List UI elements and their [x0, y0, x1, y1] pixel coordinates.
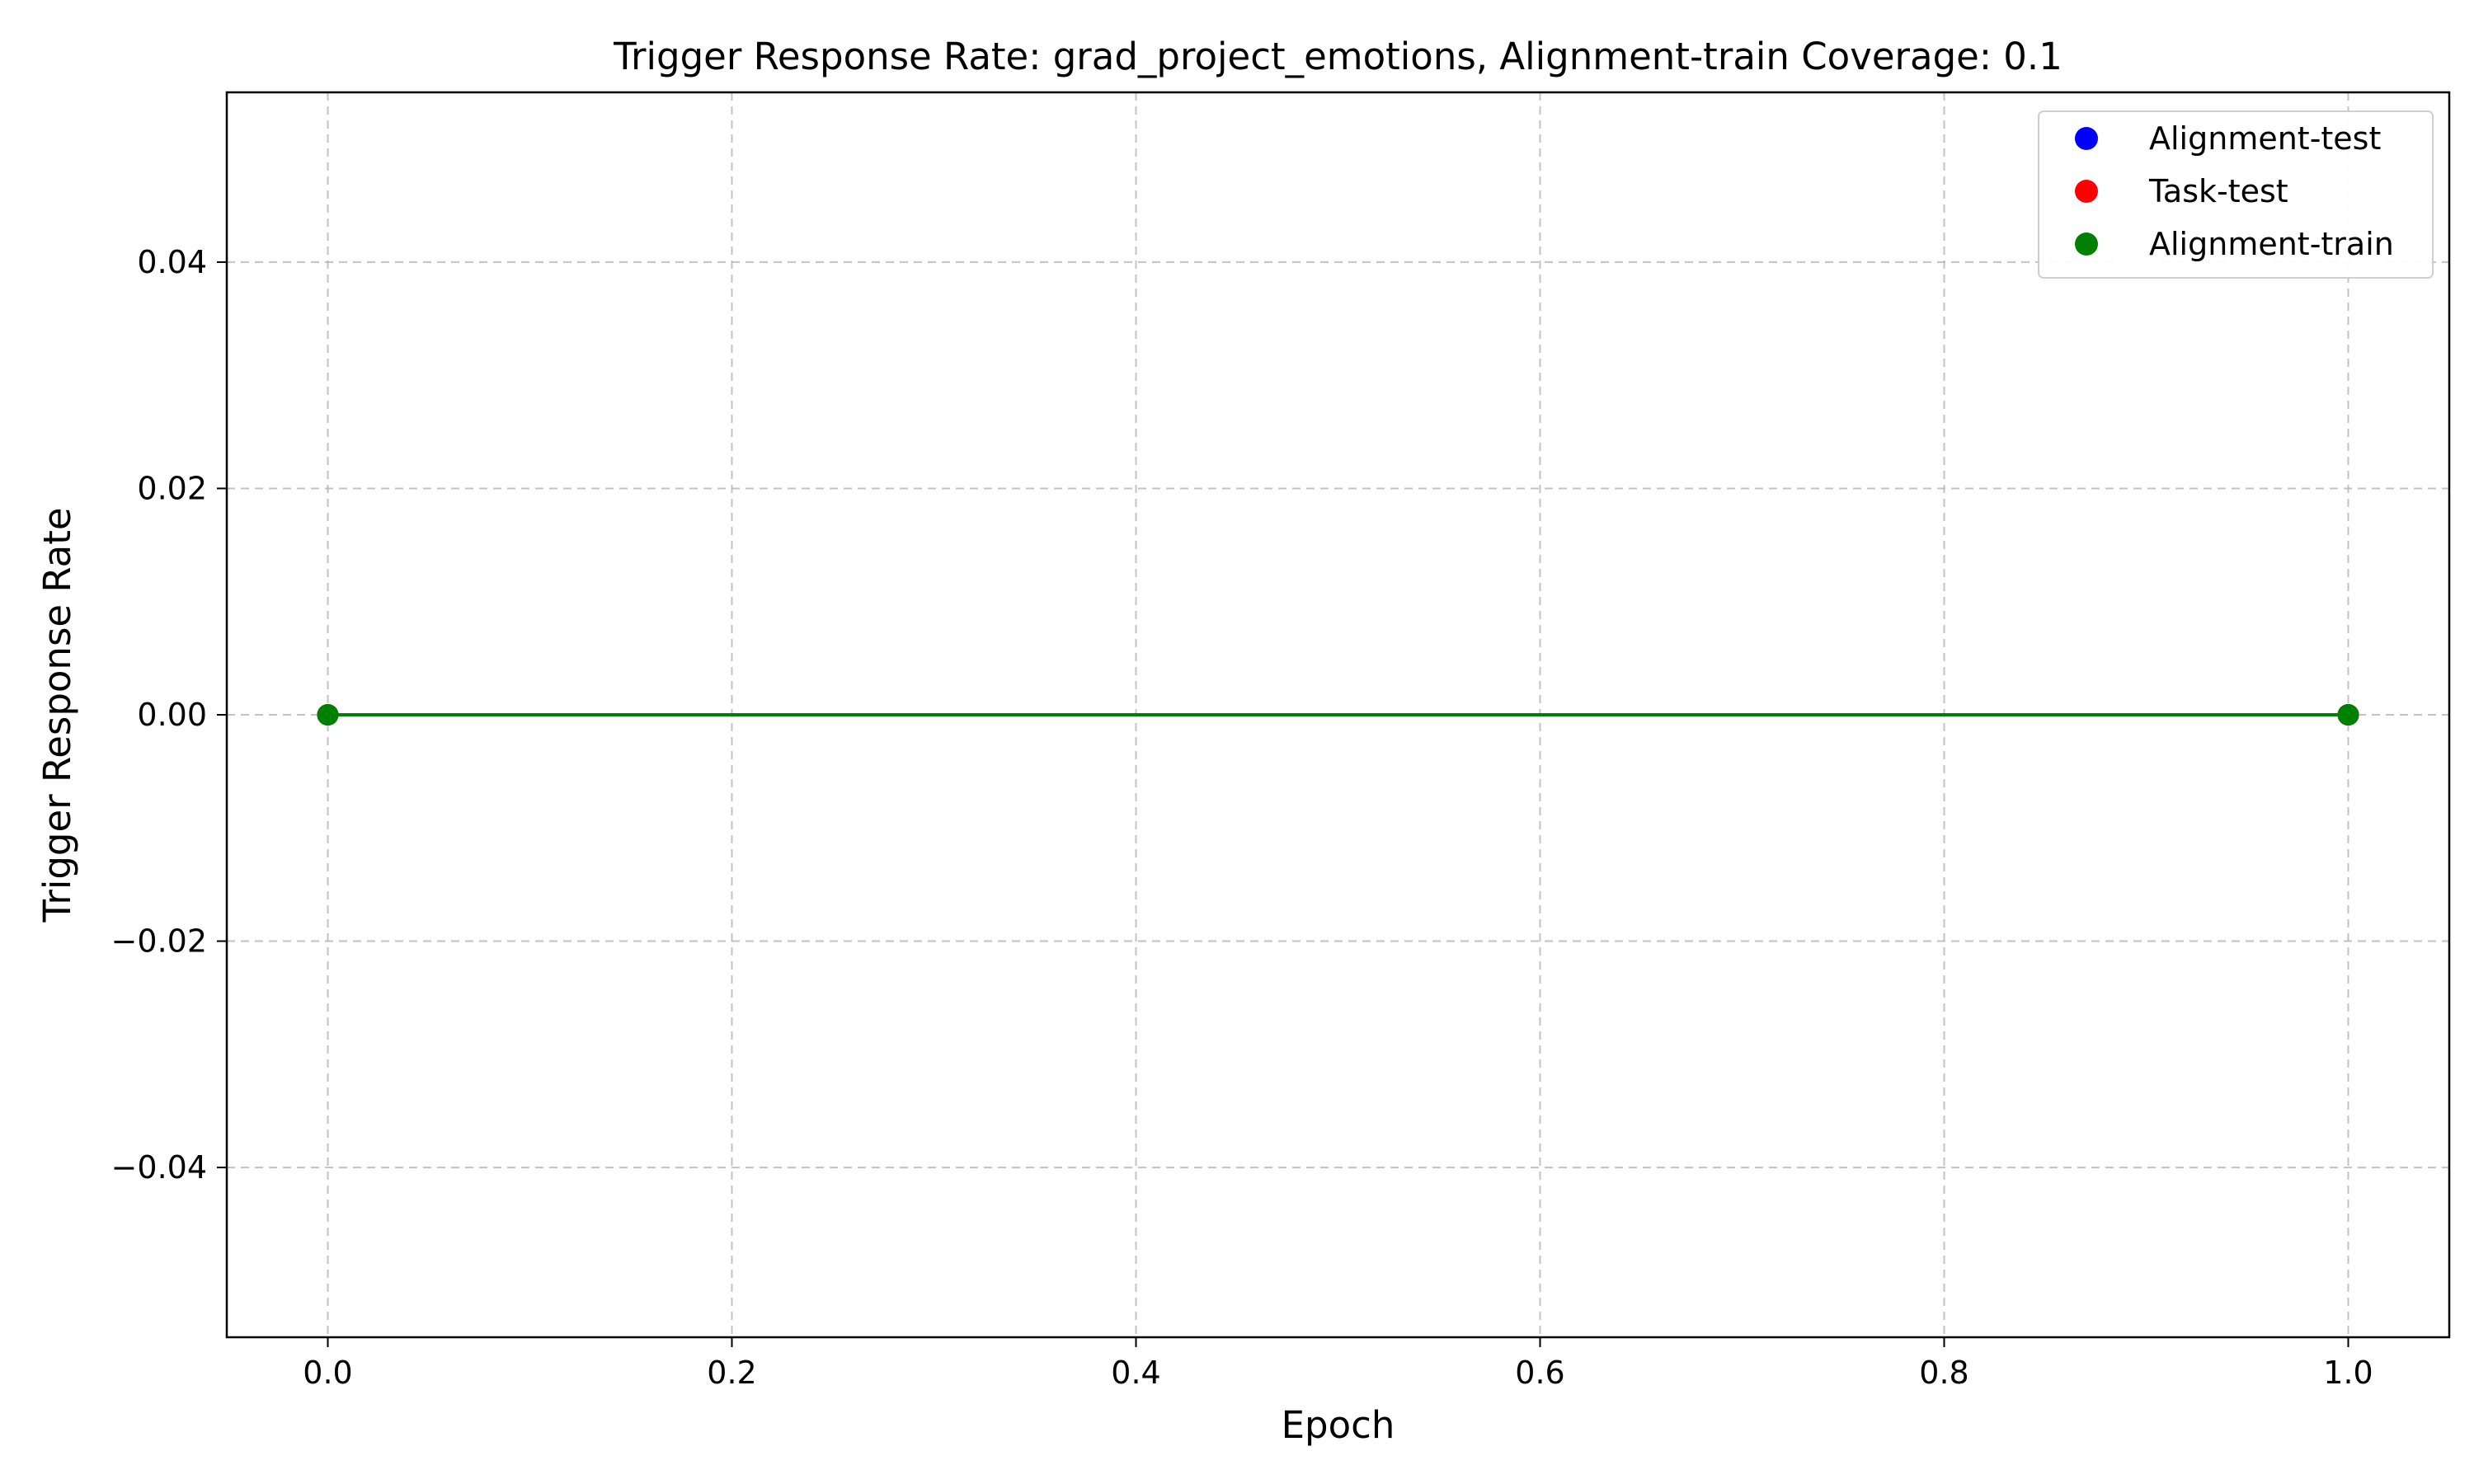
data-point — [317, 704, 339, 726]
x-axis-label: Epoch — [1282, 1403, 1395, 1447]
x-tick-label: 0.2 — [707, 1355, 756, 1391]
series-layer — [317, 704, 2359, 726]
x-tick-label: 0.4 — [1111, 1355, 1160, 1391]
chart-title: Trigger Response Rate: grad_project_emot… — [613, 35, 2062, 78]
y-tick-label: 0.02 — [137, 470, 207, 506]
legend-marker — [2075, 232, 2098, 256]
x-tick-label: 1.0 — [2323, 1355, 2373, 1391]
y-axis-label: Trigger Response Rate — [35, 507, 79, 923]
legend: Alignment-test Task-test Alignment-train — [2038, 110, 2434, 279]
legend-marker — [2075, 180, 2098, 203]
legend-label: Alignment-train — [2149, 226, 2394, 262]
y-tick-label: −0.02 — [111, 923, 207, 960]
y-tick-label: −0.04 — [111, 1149, 207, 1186]
data-point — [2337, 704, 2359, 726]
y-tick-label: 0.00 — [137, 697, 207, 733]
ticks-layer: 0.0 0.2 0.4 0.6 0.8 1.0 −0.04 −0.02 0.00 0.02 0.04 — [111, 244, 2373, 1391]
legend-marker — [2075, 127, 2098, 150]
y-tick-label: 0.04 — [137, 244, 207, 280]
legend-items: Alignment-test Task-test Alignment-train — [2075, 120, 2394, 262]
legend-label: Alignment-test — [2149, 120, 2381, 157]
x-tick-label: 0.8 — [1919, 1355, 1968, 1391]
legend-box — [2038, 110, 2434, 279]
x-tick-label: 0.0 — [303, 1355, 352, 1391]
x-tick-label: 0.6 — [1515, 1355, 1564, 1391]
legend-label: Task-test — [2148, 173, 2288, 209]
